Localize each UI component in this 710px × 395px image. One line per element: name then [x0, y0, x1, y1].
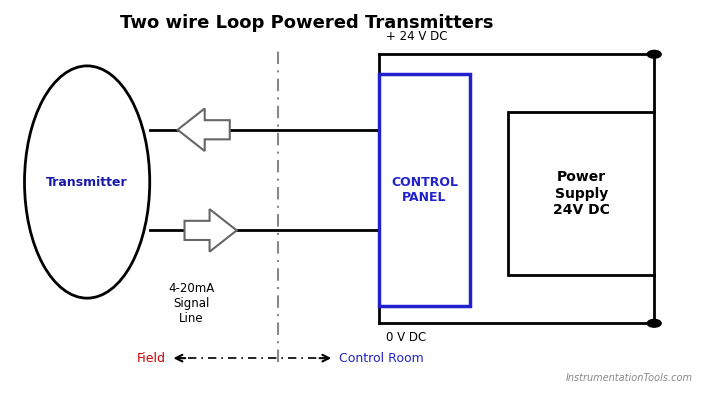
Text: 0 V DC: 0 V DC — [386, 331, 427, 344]
Text: Field: Field — [137, 352, 165, 365]
Text: + 24 V DC: + 24 V DC — [386, 30, 448, 43]
Text: InstrumentationTools.com: InstrumentationTools.com — [565, 373, 692, 383]
Text: Transmitter: Transmitter — [46, 175, 128, 188]
Circle shape — [648, 320, 661, 327]
Text: Control Room: Control Room — [339, 352, 424, 365]
Text: CONTROL
PANEL: CONTROL PANEL — [391, 176, 458, 204]
Text: Power
Supply
24V DC: Power Supply 24V DC — [552, 170, 610, 217]
Circle shape — [648, 51, 661, 58]
Bar — [379, 73, 470, 306]
Polygon shape — [178, 109, 230, 151]
Bar — [508, 112, 654, 275]
Polygon shape — [185, 209, 236, 252]
Text: Two wire Loop Powered Transmitters: Two wire Loop Powered Transmitters — [119, 14, 493, 32]
Text: 4-20mA
Signal
Line: 4-20mA Signal Line — [168, 282, 214, 325]
